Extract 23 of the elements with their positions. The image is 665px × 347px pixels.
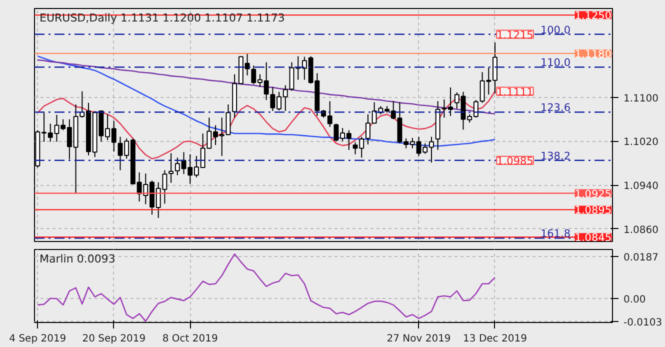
x-tick-label: 8 Oct 2019 <box>162 334 218 344</box>
x-tick-label: 27 Nov 2019 <box>386 334 451 344</box>
y-tick-label: 1.1100 <box>624 93 658 104</box>
annotation: 100.0 <box>540 24 571 36</box>
y-tick-label: 1.0860 <box>624 224 658 236</box>
x-tick-label: 13 Dec 2019 <box>463 334 527 344</box>
ref-line-label: 1.1180 <box>574 48 612 60</box>
ref-line-label: 1.1250 <box>574 10 612 22</box>
y-tick-label: 1.1020 <box>624 137 658 148</box>
chart-title: EURUSD,Daily 1.1131 1.1200 1.1107 1.1173 <box>40 12 285 24</box>
ref-line-label: 1.0925 <box>574 188 612 200</box>
y-tick-label: 1.0940 <box>624 181 658 192</box>
x-tick-label: 4 Sep 2019 <box>9 334 66 344</box>
ref-line-label: 1.0895 <box>574 204 612 217</box>
y-tick-label: 0.0187 <box>624 252 658 264</box>
chart-title: Marlin 0.0093 <box>40 252 116 266</box>
annotation: 110.0 <box>540 57 571 70</box>
annotation: 123.6 <box>540 102 571 114</box>
x-tick-label: 20 Sep 2019 <box>82 334 146 344</box>
y-tick-label: -0.0103 <box>624 318 662 329</box>
y-tick-label: 0.00 <box>624 294 646 306</box>
annotation: 138.2 <box>540 150 571 162</box>
ref-line-label: 1.0845 <box>574 232 612 244</box>
